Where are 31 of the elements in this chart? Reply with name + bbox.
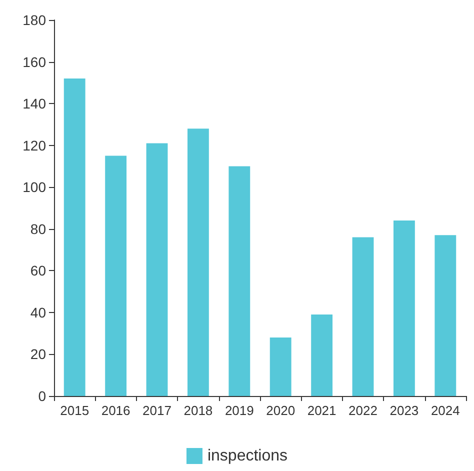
x-tick-label: 2015 [60, 403, 90, 418]
bar [228, 166, 250, 396]
x-tick-label: 2019 [224, 403, 254, 418]
y-tick-label: 120 [22, 137, 46, 154]
bar [146, 143, 168, 396]
x-tick-label: 2022 [348, 403, 378, 418]
legend-label: inspections [207, 448, 288, 464]
y-tick-label: 100 [22, 179, 46, 196]
x-tick-label: 2020 [266, 403, 296, 418]
y-tick-label: 20 [30, 346, 46, 362]
bar [105, 156, 127, 396]
bar [393, 220, 415, 396]
x-tick-label: 2016 [101, 403, 130, 418]
x-tick-label: 2023 [390, 403, 419, 418]
x-tick-label: 2021 [307, 403, 336, 418]
y-tick-label: 80 [30, 220, 46, 237]
x-tick-label: 2017 [142, 403, 172, 418]
y-tick-label: 0 [38, 388, 46, 404]
bar [352, 237, 374, 396]
bar [434, 235, 456, 396]
y-tick-label: 180 [22, 12, 46, 28]
y-tick-label: 140 [22, 96, 46, 112]
bar [270, 338, 292, 396]
y-tick-label: 60 [30, 262, 46, 279]
x-tick-label: 2018 [184, 403, 213, 418]
bar [311, 314, 333, 396]
x-tick-label: 2024 [430, 403, 460, 418]
bar [187, 128, 209, 396]
y-tick-label: 40 [30, 304, 46, 320]
y-tick-label: 160 [22, 54, 46, 70]
bar [64, 78, 86, 396]
